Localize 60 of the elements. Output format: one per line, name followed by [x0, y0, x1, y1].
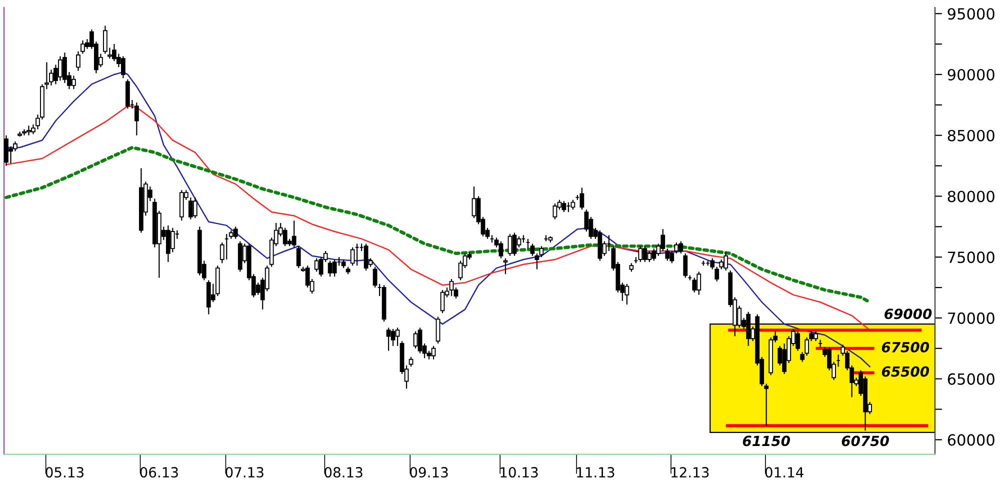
candlestick	[332, 258, 337, 278]
candlestick	[292, 220, 296, 248]
y-tick-label: 95000	[948, 8, 994, 20]
candlestick	[120, 56, 126, 79]
candlestick	[449, 278, 454, 297]
candlestick	[472, 186, 476, 219]
candlestick	[192, 196, 198, 219]
candlestick	[638, 246, 643, 263]
x-tick-label: 09.13	[410, 467, 448, 478]
candlestick	[390, 328, 396, 347]
ref-line-label: 65500	[882, 366, 930, 377]
y-tick-label: 70000	[948, 312, 994, 324]
x-tick-label: 01.14	[765, 467, 804, 478]
annotation: 60750	[842, 436, 889, 446]
candlestick	[692, 277, 697, 293]
candlestick	[530, 243, 535, 256]
x-tick-label: 12.13	[672, 467, 709, 478]
candlestick	[350, 246, 355, 266]
y-tick-label: 65000	[948, 373, 994, 385]
line-series	[6, 106, 870, 331]
y-tick-label: 90000	[948, 68, 994, 81]
candlestick	[418, 327, 422, 354]
candlestick	[436, 316, 440, 344]
ref-line-label: 61150	[742, 436, 790, 446]
candlestick	[552, 202, 558, 220]
candlestick	[534, 252, 540, 270]
ref-line-label: 69000	[884, 308, 932, 320]
candlestick	[683, 252, 688, 278]
candlestick	[413, 330, 418, 349]
candlestick	[512, 232, 517, 256]
x-tick-label: 11.13	[577, 467, 614, 478]
candlestick	[372, 266, 378, 288]
ref-line-label: 67500	[882, 342, 930, 352]
y-tick-label: 85000	[948, 130, 994, 142]
candlestick	[233, 226, 238, 240]
candlestick	[134, 102, 139, 136]
candlestick	[539, 246, 544, 258]
line-series	[4, 146, 872, 304]
y-tick-label: 80000	[948, 190, 994, 202]
x-tick-label: 06.13	[140, 467, 178, 478]
candlestick	[364, 243, 368, 272]
candlestick	[503, 258, 508, 275]
candlestick	[431, 345, 436, 360]
y-tick-label: 75000	[948, 252, 994, 264]
candlestick	[170, 227, 175, 253]
candlestick	[386, 327, 391, 352]
x-tick-label: 05.13	[46, 467, 84, 478]
x-tick-label: 07.13	[226, 467, 264, 478]
candlestick	[296, 246, 301, 269]
candlestick	[580, 187, 584, 210]
candlestick	[508, 233, 512, 256]
y-tick-label: 60000	[948, 434, 994, 446]
candlestick	[395, 327, 400, 347]
candlestick	[562, 200, 566, 213]
candlestick	[440, 289, 445, 314]
candlestick	[570, 199, 576, 210]
candlestick	[498, 240, 504, 259]
x-tick-label: 08.13	[324, 467, 362, 478]
candlestick	[103, 25, 108, 54]
x-tick-label: 10.13	[500, 467, 538, 478]
